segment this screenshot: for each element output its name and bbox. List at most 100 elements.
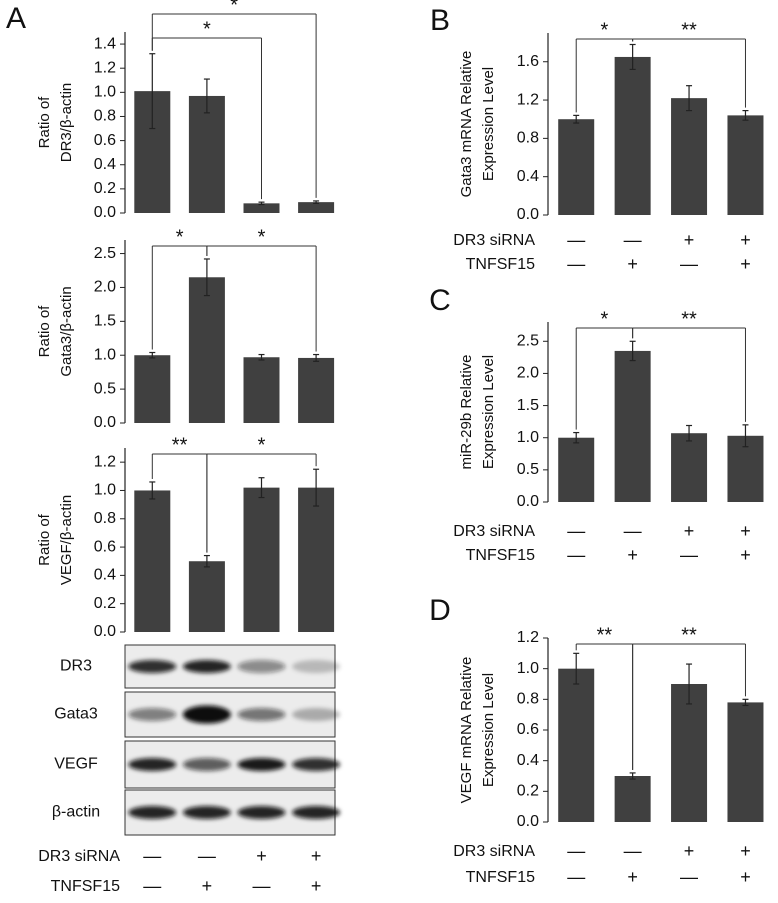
y-tick-label: 0.5: [94, 380, 116, 397]
y-tick-label: 1.0: [94, 346, 116, 363]
bar: [134, 355, 171, 423]
panel-label: C: [429, 284, 451, 317]
condition-sign: —: [680, 545, 698, 565]
bar: [727, 115, 764, 215]
blot-label: DR3: [60, 658, 92, 675]
error-bar: [742, 424, 749, 448]
condition-sign: +: [627, 254, 638, 274]
bar: [614, 776, 651, 822]
y-axis-label: Gata3/β-actin: [58, 286, 75, 376]
bar: [188, 277, 225, 423]
panel-label: B: [430, 4, 450, 37]
bar: [671, 98, 708, 215]
error-bar: [742, 698, 749, 707]
error-bar: [258, 353, 265, 361]
condition-sign: —: [680, 867, 698, 887]
y-axis-label: Expression Level: [480, 67, 497, 181]
y-tick-label: 1.0: [94, 84, 116, 101]
y-tick-label: 0.8: [94, 510, 116, 527]
y-tick-label: 1.6: [517, 53, 539, 70]
condition-sign: —: [567, 545, 585, 565]
y-tick-label: 0.0: [517, 493, 539, 510]
blot-label: β-actin: [52, 804, 100, 821]
y-tick-label: 0.6: [94, 132, 116, 149]
blot-band: [237, 708, 286, 721]
bar: [614, 56, 651, 215]
condition-sign: +: [740, 545, 751, 565]
y-tick-label: 0.4: [94, 156, 116, 173]
y-axis-label: Expression Level: [480, 355, 497, 469]
y-tick-label: 2.5: [517, 333, 539, 350]
y-axis-label: DR3/β-actin: [58, 83, 75, 162]
significance-label: *: [601, 19, 609, 41]
condition-label: TNFSF15: [466, 256, 535, 273]
blot-label: Gata3: [54, 706, 98, 723]
error-bar: [629, 772, 636, 780]
y-tick-label: 0.8: [517, 130, 539, 147]
bar: [558, 119, 595, 215]
error-bar: [149, 351, 156, 359]
significance-bracket: [632, 643, 746, 770]
bar: [671, 433, 708, 502]
y-axis-label: Expression Level: [480, 673, 497, 787]
bar: [614, 350, 651, 502]
y-tick-label: 0.8: [94, 108, 116, 125]
significance-bracket: [151, 37, 262, 200]
y-tick-label: 1.2: [517, 629, 539, 646]
y-axis-label: Ratio of: [36, 305, 53, 358]
condition-sign: +: [740, 867, 751, 887]
error-bar: [629, 340, 636, 362]
condition-label: DR3 siRNA: [453, 523, 535, 540]
y-axis-label: miR-29b Relative: [458, 354, 475, 469]
bar: [243, 357, 280, 423]
condition-sign: —: [253, 876, 271, 896]
condition-sign: +: [740, 521, 751, 541]
bar: [188, 561, 225, 632]
significance-bracket: [206, 245, 317, 352]
condition-sign: —: [624, 841, 642, 861]
condition-sign: +: [740, 841, 751, 861]
y-axis-label: Ratio of: [36, 96, 53, 149]
blot-band: [292, 758, 341, 771]
condition-label: DR3 siRNA: [453, 232, 535, 249]
significance-bracket: [151, 13, 317, 198]
bar: [298, 487, 335, 632]
error-bar: [149, 481, 156, 500]
bar: [243, 487, 280, 632]
condition-label: TNFSF15: [51, 878, 120, 895]
y-tick-label: 2.0: [94, 279, 116, 296]
y-tick-label: 1.4: [94, 35, 116, 52]
error-bar: [313, 468, 320, 507]
bar: [558, 668, 595, 822]
condition-sign: +: [627, 545, 638, 565]
blot-band: [292, 806, 341, 819]
condition-sign: —: [567, 521, 585, 541]
y-tick-label: 1.5: [517, 397, 539, 414]
y-tick-label: 1.0: [517, 660, 539, 677]
error-bar: [203, 258, 210, 297]
error-bar: [629, 43, 636, 71]
blot-band: [182, 758, 231, 771]
y-tick-label: 0.2: [517, 783, 539, 800]
y-tick-label: 1.2: [94, 453, 116, 470]
condition-label: DR3 siRNA: [38, 848, 120, 865]
blot-band: [182, 705, 231, 724]
y-tick-label: 0.0: [94, 414, 116, 431]
y-tick-label: 1.0: [517, 429, 539, 446]
condition-sign: +: [627, 867, 638, 887]
blot-band: [237, 806, 286, 819]
y-axis-label: Ratio of: [36, 513, 53, 566]
bar: [558, 437, 595, 502]
error-bar: [313, 200, 320, 204]
condition-label: TNFSF15: [466, 869, 535, 886]
significance-label: **: [681, 19, 697, 41]
error-bar: [686, 424, 693, 442]
bar: [188, 95, 225, 213]
condition-sign: —: [143, 846, 161, 866]
y-tick-label: 0.0: [94, 623, 116, 640]
bar: [298, 202, 335, 213]
condition-sign: +: [311, 846, 322, 866]
condition-sign: —: [567, 841, 585, 861]
significance-bracket: [206, 453, 317, 553]
condition-sign: +: [684, 230, 695, 250]
